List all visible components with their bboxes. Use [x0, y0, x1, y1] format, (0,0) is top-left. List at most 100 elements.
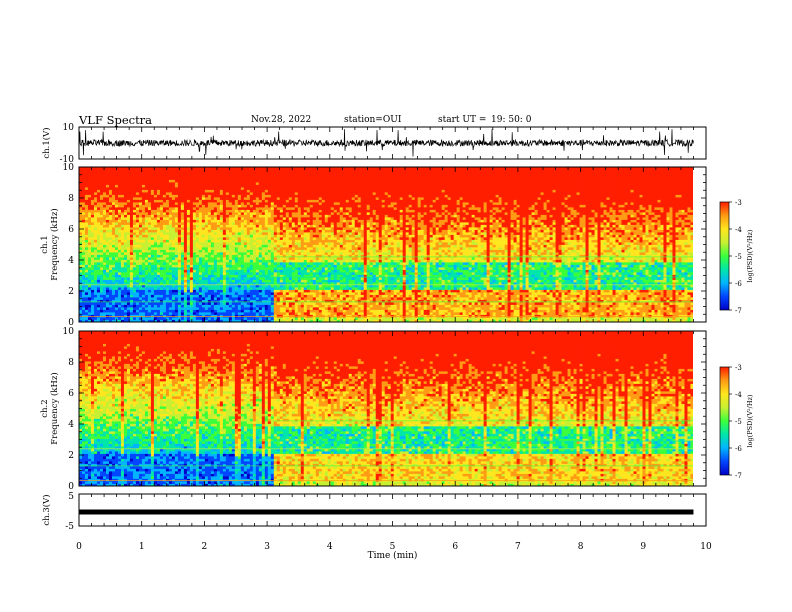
spectrogram-cell [267, 277, 272, 280]
spectrogram-cell [252, 249, 257, 253]
spectrogram-cell [231, 314, 236, 318]
spectrogram-cell [252, 259, 257, 263]
spectrogram-cell [177, 242, 182, 245]
spectrogram-cell [105, 227, 110, 230]
spectrogram-cell [84, 312, 89, 315]
spectrogram-cell [201, 299, 206, 303]
spectrogram-cell [264, 317, 269, 320]
spectrogram-cell [267, 202, 272, 205]
spectrogram-cell [138, 312, 143, 315]
spectrogram-cell [105, 247, 110, 250]
spectrogram-cell [240, 242, 245, 245]
spectrogram-cell [177, 189, 182, 193]
spectrogram-cell [210, 199, 215, 203]
spectrogram-cell [207, 174, 212, 178]
spectrogram-cell [207, 249, 212, 253]
spectrogram-cell [168, 319, 173, 322]
spectrogram-cell [318, 269, 323, 273]
spectrogram-cell [222, 179, 227, 183]
spectrogram-cell [168, 304, 173, 308]
spectrogram-cell [120, 312, 125, 315]
spectrogram-cell [279, 192, 284, 195]
spectrogram-cell [258, 309, 263, 313]
spectrogram-cell [207, 309, 212, 313]
spectrogram-cell [270, 277, 275, 280]
spectrogram-cell [270, 309, 275, 313]
spectrogram-cell [294, 169, 299, 173]
spectrogram-cell [273, 297, 278, 300]
spectrogram-cell [105, 302, 110, 305]
spectrogram-cell [240, 199, 245, 203]
spectrogram-cell [291, 212, 296, 215]
spectrogram-cell [315, 309, 320, 313]
spectrogram-cell [132, 319, 137, 322]
spectrogram-cell [162, 319, 167, 322]
spectrogram-cell [270, 239, 275, 243]
spectrogram-cell [249, 302, 254, 305]
spectrogram-cell [231, 217, 236, 220]
spectrogram-cell [165, 232, 170, 235]
spectrogram-cell [285, 214, 290, 218]
spectrogram-cell [114, 209, 119, 213]
spectrogram-cell [282, 194, 287, 198]
spectrogram-cell [132, 282, 137, 285]
spectrogram-cell [138, 199, 143, 203]
spectrogram-cell [270, 272, 275, 275]
spectrogram-cell [114, 282, 119, 285]
spectrogram-cell [318, 294, 323, 298]
spectrogram-cell [255, 234, 260, 238]
spectrogram-cell [82, 189, 86, 193]
spectrogram-cell [102, 187, 107, 190]
spectrogram-cell [87, 167, 92, 170]
spectrogram-cell [105, 192, 110, 195]
spectrogram-cell [243, 187, 248, 190]
spectrogram-cell [237, 314, 242, 318]
spectrogram-cell [132, 294, 137, 298]
spectrogram-cell [297, 204, 302, 208]
spectrogram-cell [198, 199, 203, 203]
spectrogram-cell [276, 244, 281, 248]
spectrogram-cell [168, 242, 173, 245]
spectrogram-cell [219, 309, 224, 313]
spectrogram-cell [285, 297, 290, 300]
spectrogram-cell [162, 247, 167, 250]
spectrogram-cell [303, 187, 308, 190]
spectrogram-cell [300, 272, 305, 275]
spectrogram-cell [246, 239, 251, 243]
spectrogram-cell [261, 269, 266, 273]
spectrogram-cell [192, 272, 197, 275]
spectrogram-cell [102, 279, 107, 283]
spectrogram-cell [264, 292, 269, 295]
spectrogram-cell [255, 239, 260, 243]
spectrogram-cell [225, 299, 230, 303]
spectrogram-cell [117, 257, 122, 260]
spectrogram-cell [183, 309, 188, 313]
spectrogram-cell [141, 229, 146, 233]
spectrogram-cell [207, 224, 212, 228]
spectrogram-cell [216, 169, 221, 173]
spectrogram-cell [246, 262, 251, 265]
spectrogram-cell [102, 302, 107, 305]
spectrogram-cell [246, 194, 251, 198]
spectrogram-cell [237, 227, 242, 230]
spectrogram-cell [255, 289, 260, 293]
spectrogram-cell [219, 289, 224, 293]
spectrogram-cell [135, 202, 140, 205]
spectrogram-cell [249, 167, 254, 170]
spectrogram-cell [273, 267, 278, 270]
spectrogram-cell [99, 252, 104, 255]
spectrogram-cell [82, 217, 86, 220]
spectrogram-cell [132, 264, 137, 268]
spectrogram-cell [153, 189, 158, 193]
spectrogram-cell [267, 264, 272, 268]
spectrogram-cell [79, 314, 83, 318]
spectrogram-cell [228, 274, 233, 278]
spectrogram-cell [213, 224, 218, 228]
spectrogram-cell [228, 212, 233, 215]
spectrogram-cell [282, 204, 287, 208]
spectrogram-cell [249, 189, 254, 193]
spectrogram-cell [117, 272, 122, 275]
spectrogram-cell [177, 287, 182, 290]
spectrogram-cell [108, 199, 113, 203]
spectrogram-cell [222, 207, 227, 210]
